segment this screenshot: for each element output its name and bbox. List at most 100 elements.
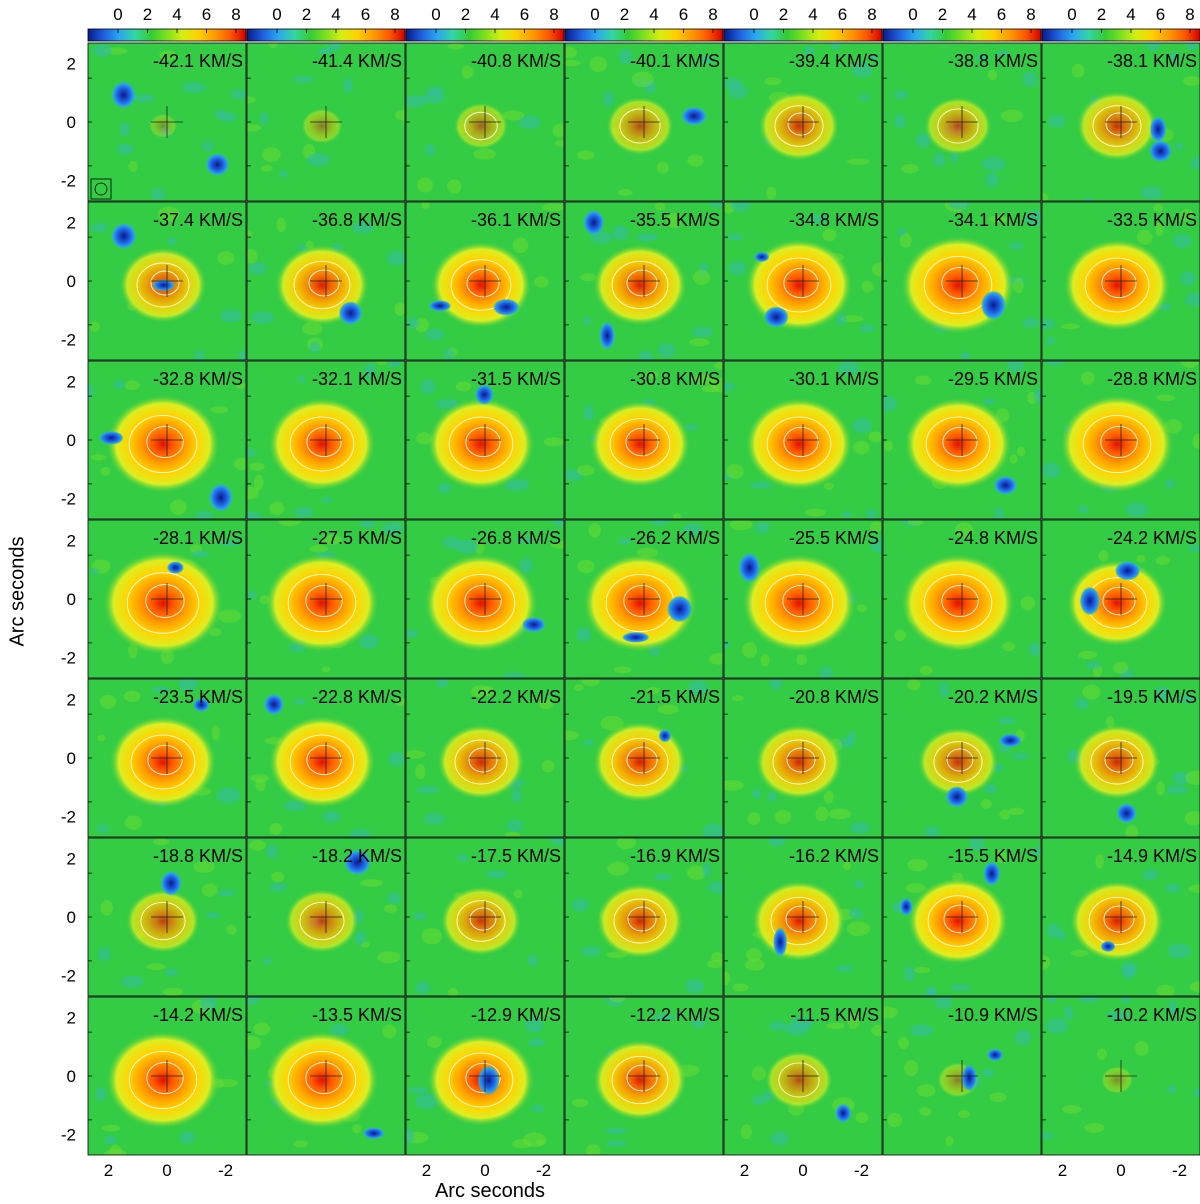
y-tick-label: 0	[67, 590, 76, 609]
noise-speckle	[383, 904, 398, 914]
noise-speckle	[740, 1124, 752, 1140]
noise-speckle	[583, 739, 594, 746]
noise-speckle	[1177, 695, 1198, 704]
colorbar-tick-label: 8	[867, 5, 876, 24]
noise-speckle	[850, 821, 871, 834]
velocity-label: -21.5 KM/S	[630, 687, 720, 707]
noise-speckle	[1121, 997, 1131, 1005]
noise-speckle	[253, 474, 264, 491]
noise-speckle	[322, 496, 332, 504]
noise-speckle	[1167, 1085, 1177, 1094]
velocity-label: -22.8 KM/S	[312, 687, 402, 707]
noise-speckle	[618, 49, 633, 65]
noise-speckle	[1180, 209, 1195, 222]
noise-speckle	[233, 457, 246, 471]
noise-speckle	[269, 882, 287, 892]
negative-feature	[961, 1064, 978, 1092]
noise-speckle	[984, 784, 997, 794]
noise-speckle	[394, 109, 405, 121]
negative-feature	[1149, 116, 1167, 143]
noise-speckle	[687, 154, 704, 167]
colorbar-tick-label: 0	[1067, 5, 1076, 24]
noise-speckle	[1146, 43, 1160, 51]
noise-speckle	[729, 520, 753, 531]
noise-speckle	[407, 317, 420, 329]
noise-speckle	[89, 568, 100, 575]
y-tick-label: -2	[61, 172, 76, 191]
noise-speckle	[969, 838, 985, 851]
y-tick-label: -2	[61, 490, 76, 509]
noise-speckle	[784, 1023, 809, 1036]
noise-speckle	[195, 511, 214, 519]
noise-speckle	[512, 788, 522, 803]
contour	[1104, 747, 1134, 773]
negative-feature	[945, 786, 969, 808]
noise-speckle	[870, 537, 882, 553]
noise-speckle	[589, 56, 607, 72]
velocity-label: -13.5 KM/S	[312, 1005, 402, 1025]
noise-speckle	[1042, 193, 1049, 201]
noise-speckle	[724, 780, 744, 791]
noise-speckle	[1175, 142, 1184, 151]
colorbar-tick-label: 8	[231, 5, 240, 24]
noise-speckle	[565, 59, 581, 67]
noise-speckle	[279, 170, 288, 178]
emission-peak	[264, 1030, 380, 1130]
noise-speckle	[982, 1068, 995, 1078]
noise-speckle	[518, 115, 541, 129]
noise-speckle	[269, 822, 283, 835]
noise-speckle	[249, 462, 265, 471]
noise-speckle	[88, 383, 94, 400]
noise-speckle	[732, 983, 749, 992]
emission-peak	[109, 715, 217, 809]
noise-speckle	[1142, 869, 1159, 880]
noise-speckle	[1156, 394, 1175, 402]
noise-speckle	[505, 831, 520, 837]
channel-panel: -26.8 KM/S	[405, 519, 565, 679]
noise-speckle	[1001, 641, 1016, 652]
channel-panel: -30.8 KM/S	[564, 360, 724, 520]
noise-speckle	[1042, 1132, 1055, 1140]
colorbar-tick-label: 8	[390, 5, 399, 24]
emission-peak	[430, 241, 532, 329]
channel-panel: -13.5 KM/S	[246, 996, 406, 1156]
noise-speckle	[607, 861, 629, 876]
noise-speckle	[104, 1134, 117, 1146]
contour	[289, 734, 355, 790]
noise-speckle	[178, 679, 198, 692]
noise-speckle	[1188, 884, 1200, 893]
noise-speckle	[456, 539, 479, 554]
contour	[943, 904, 977, 934]
noise-speckle	[1084, 196, 1093, 201]
channel-panel: -28.8 KM/S	[1041, 360, 1200, 520]
negative-feature	[111, 81, 136, 109]
noise-speckle	[1082, 684, 1101, 700]
channel-panel: -34.8 KM/S	[723, 201, 883, 361]
velocity-label: -41.4 KM/S	[312, 51, 402, 71]
noise-speckle	[893, 90, 909, 100]
noise-speckle	[277, 520, 301, 527]
colorbar-tick-label: 0	[113, 5, 122, 24]
noise-speckle	[724, 971, 731, 986]
noise-speckle	[769, 1021, 787, 1031]
noise-speckle	[1007, 361, 1024, 373]
noise-speckle	[994, 849, 1007, 863]
contour	[785, 905, 817, 933]
noise-speckle	[730, 202, 751, 212]
noise-speckle	[987, 69, 998, 81]
noise-speckle	[842, 861, 852, 871]
noise-speckle	[706, 959, 723, 969]
noise-speckle	[577, 559, 595, 574]
noise-speckle	[276, 217, 286, 233]
noise-speckle	[394, 302, 405, 316]
noise-speckle	[724, 77, 742, 90]
noise-speckle	[533, 275, 549, 288]
noise-speckle	[666, 212, 683, 229]
velocity-label: -32.1 KM/S	[312, 369, 402, 389]
noise-speckle	[894, 629, 906, 642]
noise-speckle	[247, 96, 256, 104]
noise-speckle	[581, 679, 600, 687]
noise-speckle	[309, 545, 329, 553]
noise-speckle	[822, 228, 837, 242]
